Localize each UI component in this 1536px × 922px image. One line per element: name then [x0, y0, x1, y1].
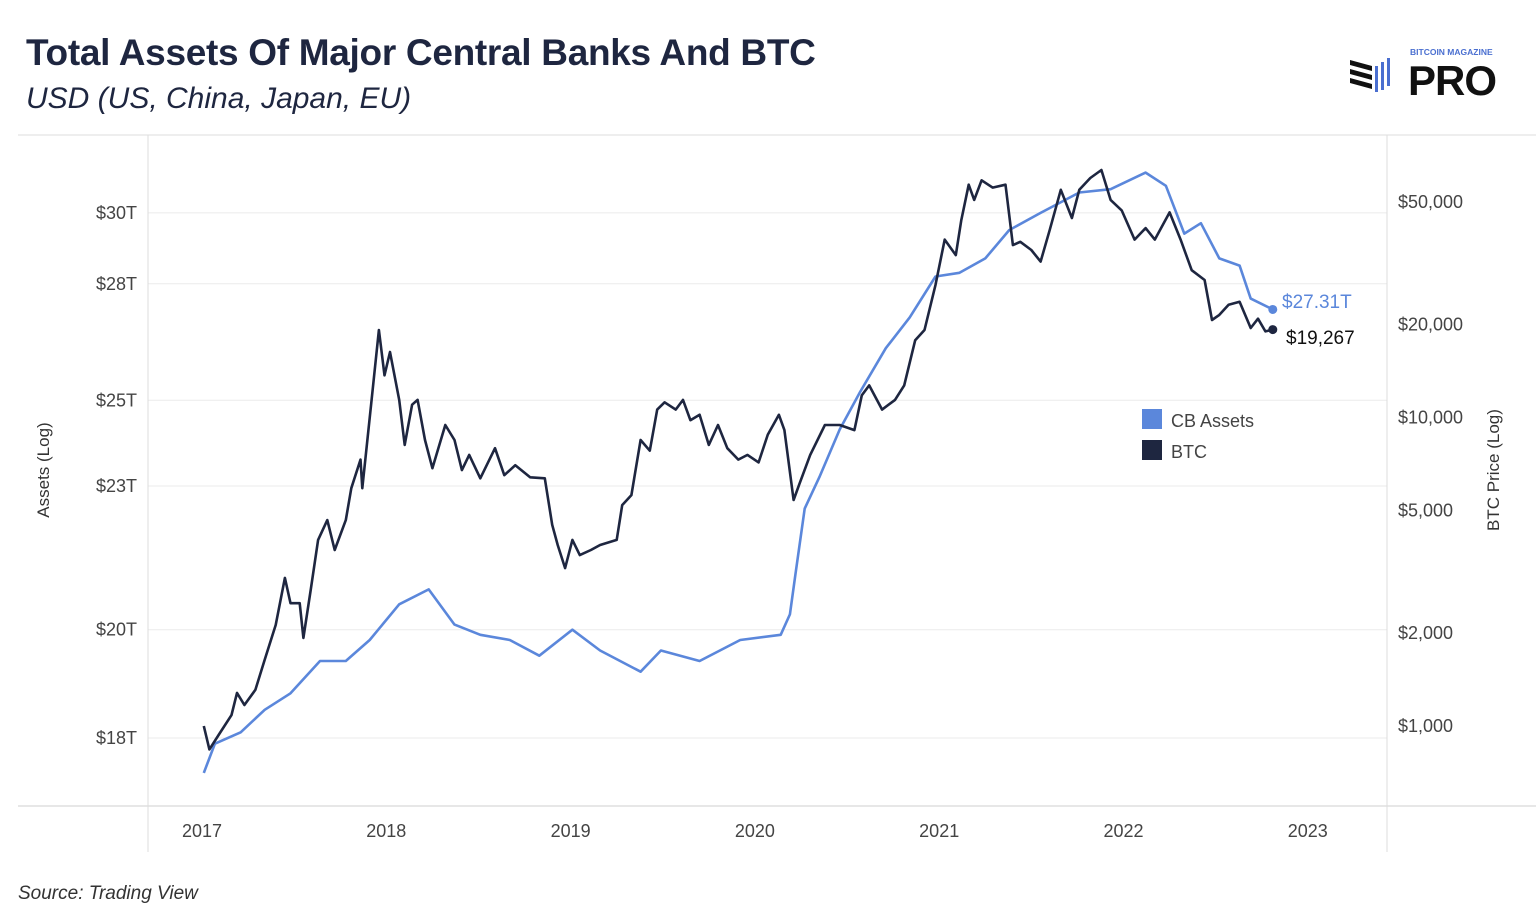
y-right-tick-label: $5,000 [1398, 500, 1453, 520]
legend: CB Assets BTC [1142, 409, 1254, 462]
legend-label-btc: BTC [1171, 442, 1207, 462]
y-left-tick-label: $23T [96, 476, 137, 496]
chart-subtitle: USD (US, China, Japan, EU) [26, 82, 412, 115]
svg-text:PRO: PRO [1408, 57, 1496, 98]
x-tick-label: 2023 [1288, 821, 1328, 841]
y-right-tick-label: $50,000 [1398, 192, 1463, 212]
chart-title: Total Assets Of Major Central Banks And … [26, 32, 816, 73]
x-tick-label: 2019 [551, 821, 591, 841]
y-right-tick-label: $20,000 [1398, 315, 1463, 335]
legend-swatch-cb-assets [1142, 409, 1162, 429]
series-end-point-cb-assets [1268, 304, 1278, 314]
series-line-cb-assets [202, 171, 1274, 774]
y-left-tick-label: $20T [96, 620, 137, 640]
bitcoin-magazine-pro-logo: BITCOIN MAGAZINE PRO [1350, 47, 1497, 98]
x-tick-label: 2017 [182, 821, 222, 841]
legend-label-cb-assets: CB Assets [1171, 411, 1254, 431]
y-left-tick-label: $28T [96, 274, 137, 294]
x-tick-label: 2021 [919, 821, 959, 841]
y-left-tick-label: $25T [96, 390, 137, 410]
y-right-tick-label: $2,000 [1398, 623, 1453, 643]
y-left-tick-label: $18T [96, 728, 137, 748]
x-tick-label: 2020 [735, 821, 775, 841]
x-tick-label: 2022 [1103, 821, 1143, 841]
series-end-point-btc [1268, 325, 1278, 335]
cb-assets-end-label: $27.31T [1282, 292, 1352, 313]
y-left-axis-label: Assets (Log) [34, 422, 53, 517]
y-right-tick-label: $1,000 [1398, 716, 1453, 736]
x-tick-label: 2018 [366, 821, 406, 841]
y-right-axis-label: BTC Price (Log) [1484, 409, 1503, 531]
y-right-tick-label: $10,000 [1398, 407, 1463, 427]
legend-swatch-btc [1142, 440, 1162, 460]
y-left-tick-label: $30T [96, 203, 137, 223]
source-note: Source: Trading View [18, 883, 198, 904]
btc-end-label: $19,267 [1286, 328, 1355, 349]
series-line-btc [202, 168, 1274, 751]
svg-text:BITCOIN MAGAZINE: BITCOIN MAGAZINE [1410, 47, 1493, 57]
